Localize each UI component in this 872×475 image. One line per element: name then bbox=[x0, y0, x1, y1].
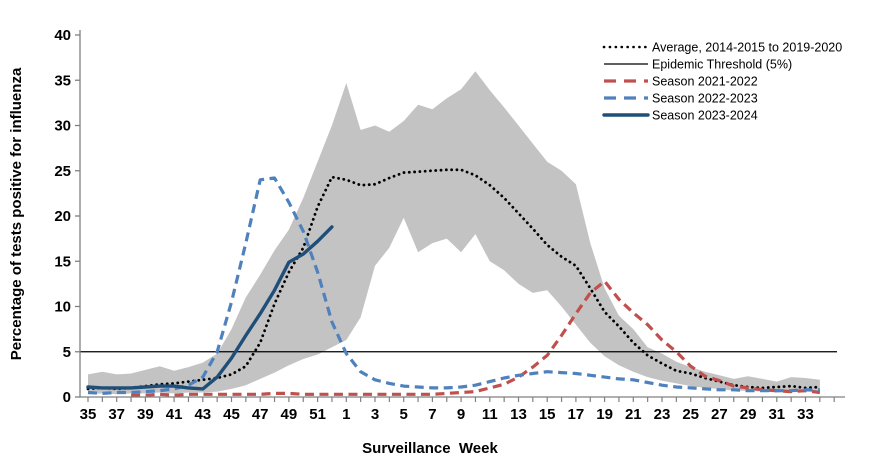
x-tick-label: 5 bbox=[400, 406, 408, 423]
legend-label: Epidemic Threshold (5%) bbox=[652, 58, 792, 72]
x-axis-title: Surveillance Week bbox=[362, 440, 498, 457]
x-tick-label: 31 bbox=[768, 406, 785, 423]
average-range-band bbox=[88, 71, 820, 395]
x-tick-label: 23 bbox=[654, 406, 671, 423]
series-season-2021-2022-line bbox=[131, 279, 821, 397]
y-tick-label: 40 bbox=[54, 27, 71, 44]
legend-item: Average, 2014-2015 to 2019-2020 bbox=[602, 41, 842, 55]
x-tick-label: 11 bbox=[482, 406, 498, 423]
y-tick-label: 20 bbox=[54, 208, 71, 225]
x-tick-label: 37 bbox=[108, 406, 125, 423]
x-tick-label: 9 bbox=[457, 406, 465, 423]
y-tick-label: 5 bbox=[63, 344, 71, 361]
legend-label: Season 2022-2023 bbox=[652, 92, 758, 106]
legend-item: Season 2021-2022 bbox=[604, 75, 758, 89]
x-tick-label: 21 bbox=[625, 406, 642, 423]
x-tick-label: 35 bbox=[80, 406, 97, 423]
y-tick-label: 30 bbox=[54, 118, 71, 135]
legend: Average, 2014-2015 to 2019-2020 Epidemic … bbox=[602, 41, 842, 123]
y-tick-label: 25 bbox=[54, 163, 71, 180]
legend-label: Season 2023-2024 bbox=[652, 109, 758, 123]
x-tick-label: 43 bbox=[194, 406, 211, 423]
x-tick-label: 17 bbox=[568, 406, 585, 423]
legend-item: Season 2023-2024 bbox=[602, 109, 758, 123]
x-tick-label: 41 bbox=[166, 406, 183, 423]
x-tick-label: 1 bbox=[342, 406, 350, 423]
y-axis-title: Percentage of tests positive for influen… bbox=[8, 67, 25, 360]
y-tick-label: 35 bbox=[54, 72, 71, 89]
plot-area bbox=[80, 71, 837, 397]
x-tick-label: 47 bbox=[252, 406, 269, 423]
x-tick-label: 3 bbox=[371, 406, 379, 423]
x-tick-label: 27 bbox=[711, 406, 728, 423]
legend-label: Average, 2014-2015 to 2019-2020 bbox=[652, 41, 842, 55]
x-tick-label: 29 bbox=[740, 406, 757, 423]
x-tick-label: 7 bbox=[428, 406, 436, 423]
x-tick-label: 51 bbox=[309, 406, 326, 423]
x-tick-label: 15 bbox=[539, 406, 556, 423]
x-tick-label: 19 bbox=[596, 406, 613, 423]
x-tick-label: 39 bbox=[137, 406, 154, 423]
legend-label: Season 2021-2022 bbox=[652, 75, 758, 89]
x-tick-label: 13 bbox=[510, 406, 527, 423]
series-season-2022-2023-line bbox=[87, 176, 820, 395]
y-tick-label: 10 bbox=[54, 299, 71, 316]
x-tick-label: 33 bbox=[797, 406, 814, 423]
series-average-2014-2015-to-2019-2020-line bbox=[86, 168, 822, 391]
x-tick-label: 45 bbox=[223, 406, 240, 423]
legend-item: Epidemic Threshold (5%) bbox=[604, 58, 792, 72]
x-tick-label: 49 bbox=[281, 406, 298, 423]
legend-item: Season 2022-2023 bbox=[604, 92, 758, 106]
series-season-2023-2024-line bbox=[86, 225, 334, 391]
y-tick-label: 0 bbox=[63, 389, 71, 406]
x-tick-label: 25 bbox=[682, 406, 699, 423]
y-tick-label: 15 bbox=[54, 253, 71, 270]
